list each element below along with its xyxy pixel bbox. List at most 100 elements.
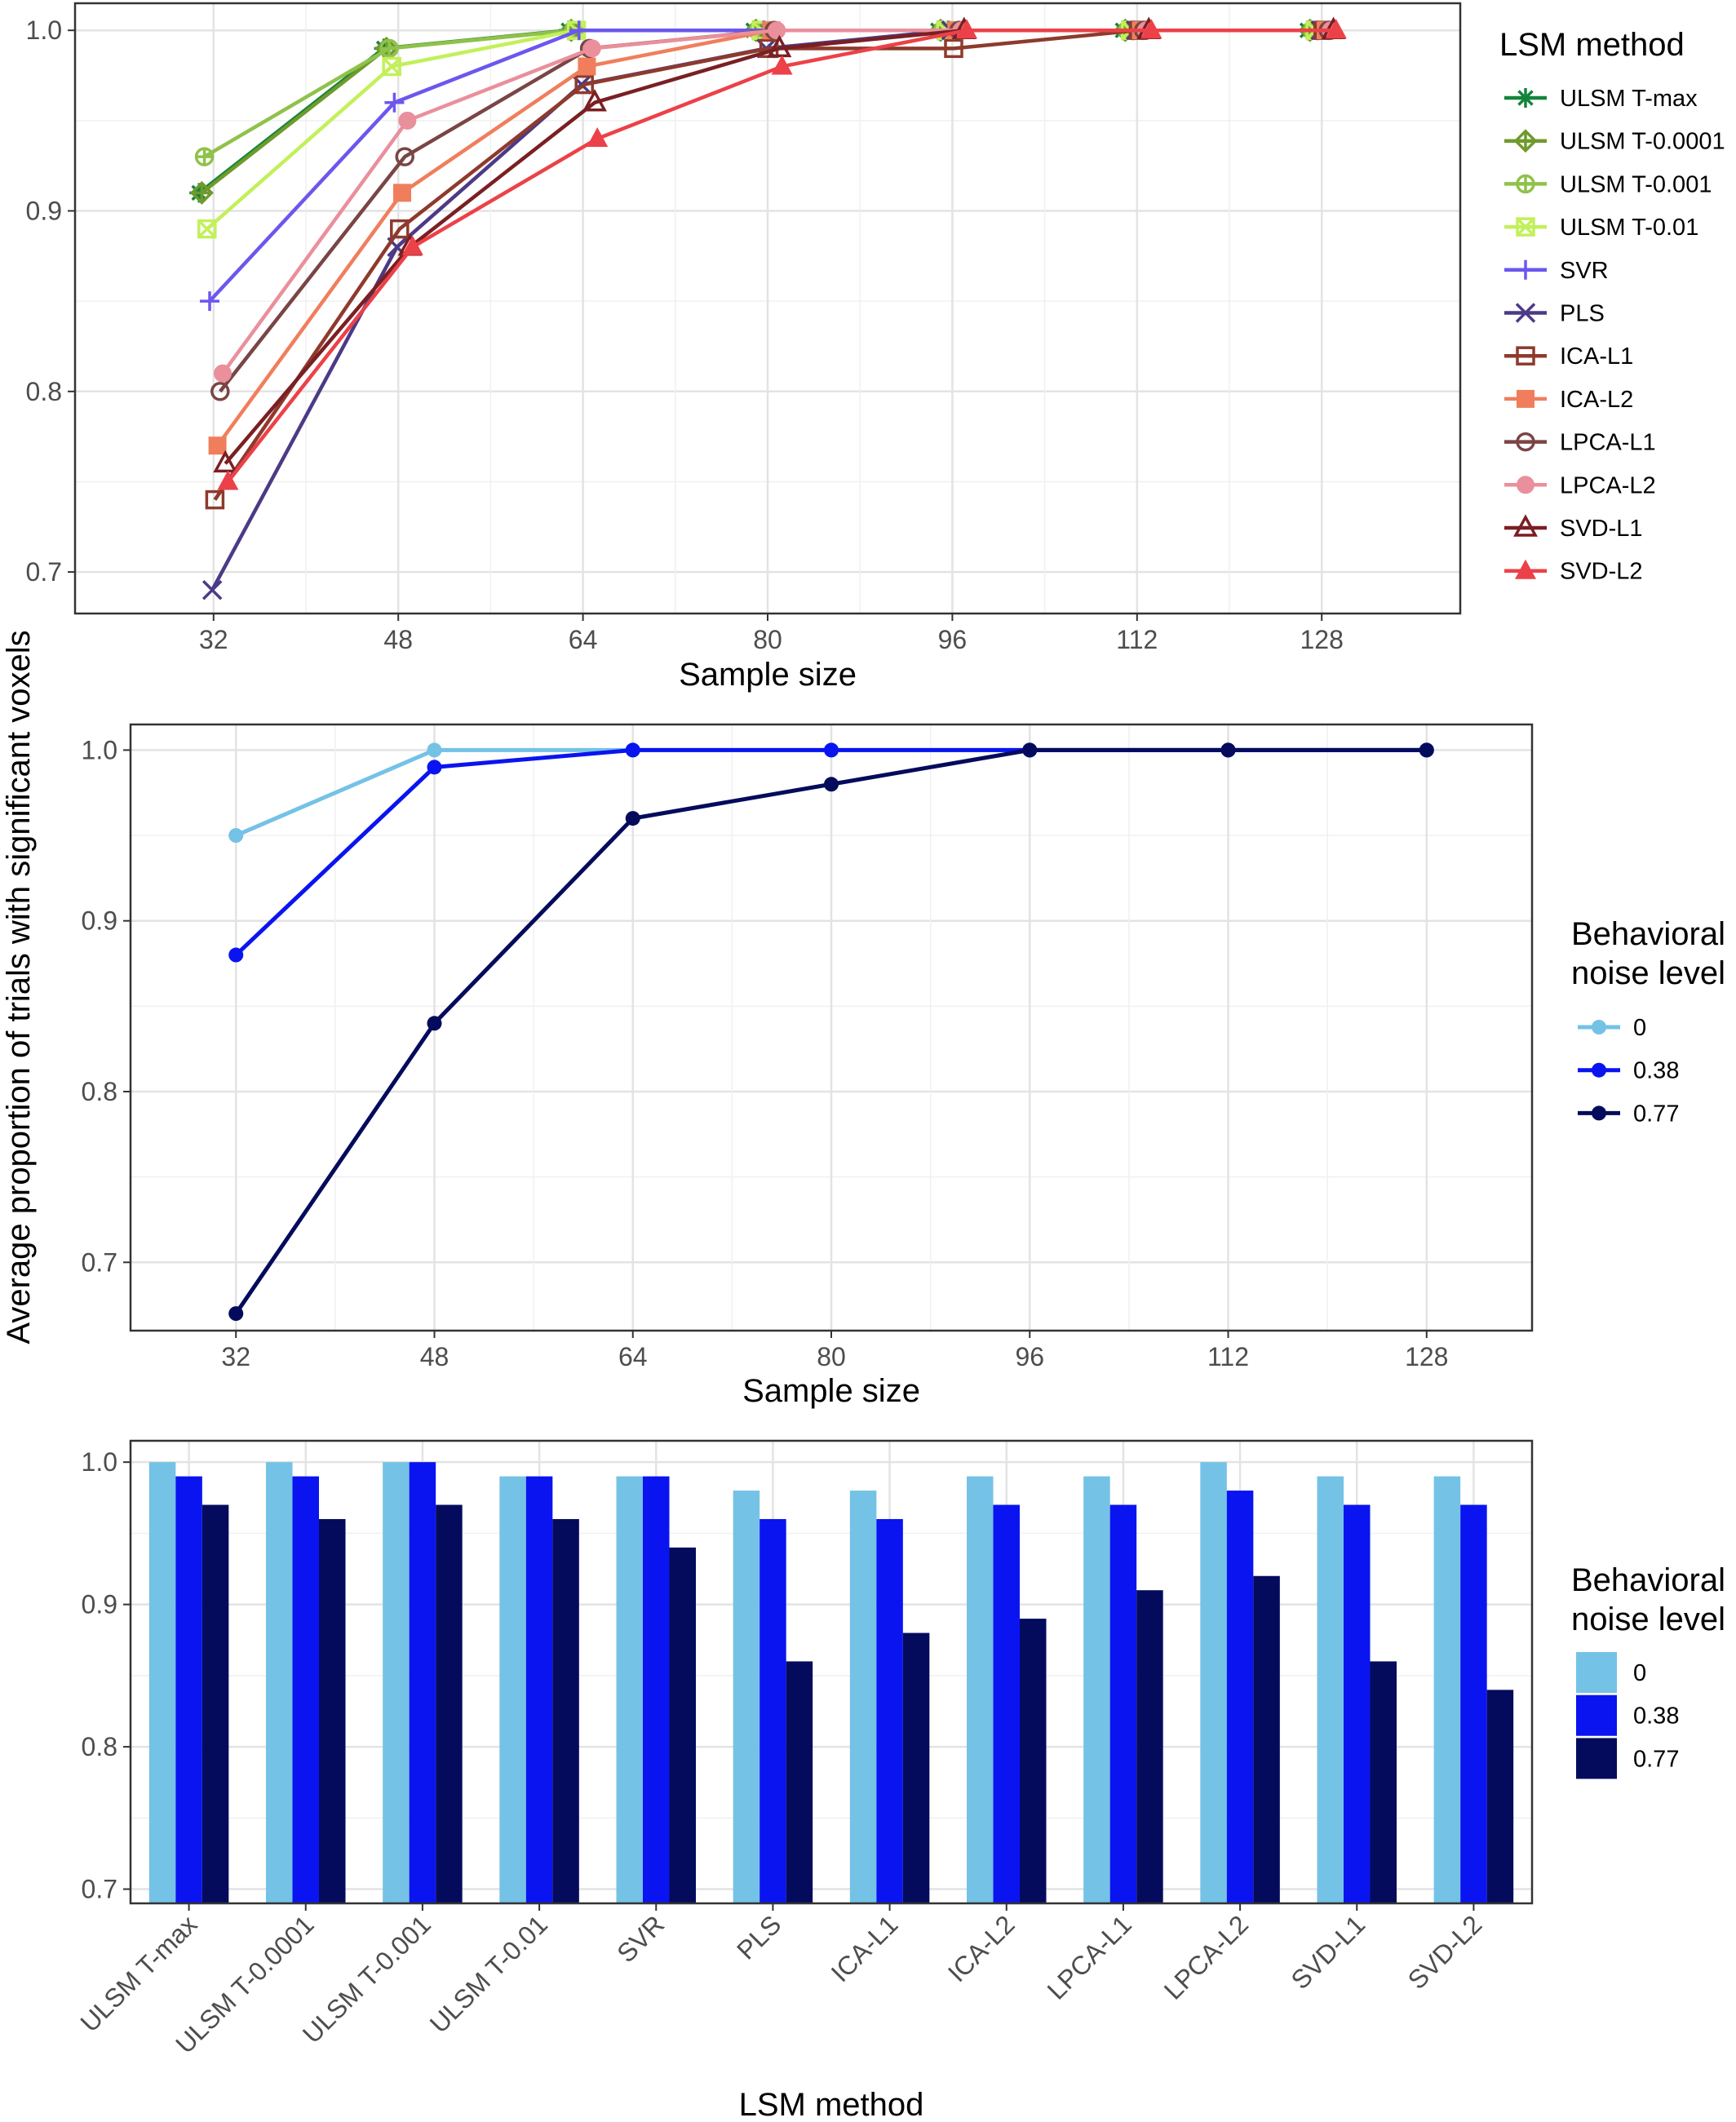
bar-noise-0-38 [409, 1462, 436, 1903]
legend-label: SVR [1560, 258, 1609, 284]
x-tick-label: 64 [569, 625, 598, 654]
marker-triangle-open [213, 450, 238, 473]
y-tick-label: 0.9 [82, 1590, 117, 1619]
legend-item-svd-l1: SVD-L1 [1504, 514, 1643, 542]
x-tick-label: ICA-L2 [942, 1909, 1021, 1987]
legend-item-ica-l1: ICA-L1 [1504, 343, 1633, 370]
marker-square-cross [1516, 217, 1535, 237]
marker-triangle-filled [587, 126, 609, 147]
legend-label: 0.38 [1633, 1058, 1679, 1084]
chart-lsm-method-lines: 0.7 0.8 0.9 1.0 32 48 64 80 96 112 128 Sample size L… [26, 2, 1725, 693]
panel-background [131, 1441, 1532, 1903]
legend-item-svd-l2: SVD-L2 [1504, 559, 1643, 585]
bar-noise-0-77 [1136, 1590, 1163, 1903]
marker-square-open [574, 74, 594, 95]
marker-plus [1516, 259, 1535, 280]
legend-label: ICA-L2 [1560, 387, 1633, 413]
marker-triangle-open [582, 89, 607, 112]
y-tick-label: 1.0 [26, 16, 62, 45]
bar-noise-0 [733, 1491, 760, 1903]
bar-noise-0-38 [993, 1504, 1020, 1903]
bar-noise-0-38 [1109, 1504, 1137, 1903]
data-point [625, 811, 640, 826]
y-tick-label: 0.7 [82, 1875, 117, 1904]
bar-group-lpca-l2 [1200, 1462, 1280, 1903]
x-tick-label: ICA-L1 [826, 1909, 904, 1987]
bar-noise-0 [383, 1462, 410, 1903]
bar-group-ulsm-t-0-01 [499, 1476, 579, 1903]
marker-square-open [944, 38, 963, 59]
marker-square-cross [382, 56, 401, 77]
y-tick-label: 1.0 [82, 1447, 117, 1477]
marker-x [202, 579, 223, 600]
legend-key-dot [1592, 1062, 1606, 1078]
x-tick-label: 32 [221, 1342, 250, 1371]
bar-group-ulsm-t-max [148, 1462, 229, 1903]
marker-square-open [205, 490, 225, 510]
legend-label: ULSM T-0.001 [1560, 171, 1712, 197]
x-tick-label: LPCA-L2 [1158, 1909, 1254, 2005]
legend-item-ica-l2: ICA-L2 [1504, 387, 1633, 413]
legend-item-ulsm-t-max: ULSM T-max [1504, 86, 1698, 112]
legend-label: 0.38 [1633, 1703, 1679, 1730]
bar-noise-0-38 [1460, 1504, 1487, 1903]
marker-square-cross [382, 57, 401, 76]
bar-noise-0-77 [786, 1661, 813, 1903]
x-tick-label: 96 [938, 625, 968, 654]
marker-circle-plus [381, 40, 397, 57]
legend-item-svr: SVR [1504, 258, 1609, 284]
x-axis-label: LSM method [739, 2087, 924, 2122]
legend-title-line-1: Behavioral [1571, 1562, 1725, 1598]
legend-item-noise-0-38: 0.38 [1576, 1694, 1679, 1736]
marker-diamond-plus [1516, 131, 1535, 151]
marker-square-filled [208, 436, 227, 455]
bar-noise-0-38 [292, 1476, 319, 1903]
legend-key-dot [1592, 1105, 1606, 1121]
x-tick-label: SVD-L2 [1402, 1909, 1488, 1995]
legend-item-ulsm-t-0-001: ULSM T-0.001 [1504, 171, 1712, 197]
x-tick-label: ULSM T-0.01 [424, 1909, 553, 2038]
x-tick-label: 64 [618, 1342, 648, 1371]
y-tick-label: 0.8 [82, 1077, 117, 1106]
bar-noise-0-38 [1344, 1504, 1371, 1903]
bar-noise-0-77 [902, 1632, 930, 1903]
bar-noise-0-38 [525, 1476, 553, 1903]
data-point [1022, 742, 1038, 758]
marker-triangle-open [1513, 514, 1538, 537]
marker-circle-filled [582, 39, 601, 58]
legend-title: LSM method [1499, 27, 1685, 63]
bar-group-svd-l2 [1433, 1476, 1514, 1903]
marker-square-filled [393, 184, 411, 202]
bar-noise-0 [148, 1462, 176, 1903]
bar-noise-0-77 [1486, 1690, 1514, 1903]
bar-noise-0-38 [643, 1476, 670, 1903]
data-point [1220, 742, 1236, 758]
marker-square-open [390, 219, 410, 239]
data-point [1419, 742, 1434, 758]
bar-group-svd-l1 [1317, 1476, 1397, 1903]
series-svd-l2 [217, 19, 1347, 490]
bar-noise-0-38 [760, 1518, 786, 1903]
marker-circle-open [395, 147, 414, 166]
marker-circle-open [210, 382, 230, 401]
data-point [824, 777, 839, 792]
bar-noise-0 [849, 1491, 877, 1903]
legend-title-line-2: noise level [1571, 955, 1725, 991]
x-tick-label: ULSM T-max [74, 1909, 202, 2037]
data-point [228, 828, 244, 844]
x-tick-label: 128 [1405, 1342, 1448, 1371]
marker-square-cross [1516, 217, 1535, 237]
bar-noise-0 [1083, 1476, 1110, 1903]
bar-noise-0-38 [1226, 1491, 1254, 1903]
bar-noise-0 [1317, 1476, 1344, 1903]
series-noise-0-77 [228, 742, 1434, 1322]
legend-label: 0.77 [1633, 1746, 1679, 1772]
legend-item-noise-0-77: 0.77 [1576, 1738, 1679, 1779]
x-tick-label: SVR [611, 1909, 670, 1968]
bar-noise-0-77 [669, 1547, 696, 1903]
bar-group-ica-l2 [967, 1476, 1047, 1903]
bar-noise-0-77 [1020, 1619, 1047, 1903]
bar-noise-0 [1200, 1462, 1227, 1903]
